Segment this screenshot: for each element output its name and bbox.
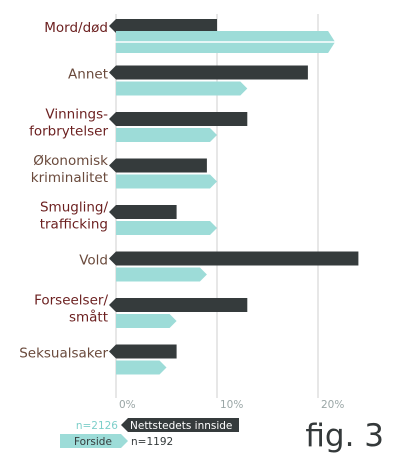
bar-forside-6 — [116, 267, 207, 282]
x-tick-label-3: 20% — [321, 399, 344, 411]
legend-swatch-innside — [121, 418, 239, 432]
bar-innside-5 — [109, 205, 177, 219]
legend-label-forside: Forside — [74, 436, 112, 448]
bar-innside-6 — [109, 251, 359, 266]
bar-innside-8 — [109, 344, 177, 359]
figure-label: fig. 3 — [305, 418, 384, 454]
bar-innside-2 — [109, 65, 308, 80]
bar-forside-8 — [116, 360, 167, 375]
bar-forside-3 — [116, 128, 217, 142]
x-tick-label-2: 10% — [220, 399, 243, 411]
category-label-6: Vold — [79, 253, 108, 269]
bar-forside-2 — [116, 81, 248, 96]
category-label-1: Mord/død — [44, 20, 108, 36]
category-label-2: Annet — [68, 67, 108, 83]
category-label-4-line-2: kriminalitet — [31, 170, 108, 186]
bar-forside-4 — [116, 174, 217, 189]
bar-innside-7 — [109, 298, 248, 312]
category-label-7-line-2: smått — [69, 309, 108, 326]
category-label-3-line-2: forbrytelser — [29, 124, 108, 140]
bar-forside-5 — [116, 221, 217, 235]
bar-innside-4 — [109, 158, 207, 173]
bar-innside-3 — [109, 112, 248, 126]
legend-label-innside: Nettstedets innside — [130, 420, 232, 432]
bar-innside-1 — [109, 19, 217, 33]
bar-forside-7 — [116, 314, 177, 328]
legend-n-forside: n=1192 — [131, 436, 173, 448]
legend-n-innside: n=2126 — [76, 420, 118, 432]
category-label-4-line-1: Økonomisk — [33, 153, 108, 169]
legend-swatch-forside — [60, 434, 128, 448]
legend: Nettstedets innside n=2126 Forside n=1192 — [60, 418, 239, 448]
category-label-8: Seksualsaker — [19, 346, 108, 362]
category-label-3-line-1: Vinnings- — [45, 107, 108, 123]
category-label-5-line-1: Smugling/ — [40, 200, 108, 216]
category-label-5-line-2: trafficking — [40, 217, 108, 233]
category-label-7-line-1: Forseelser/ — [34, 293, 108, 309]
x-tick-label-1: 0% — [119, 399, 136, 411]
